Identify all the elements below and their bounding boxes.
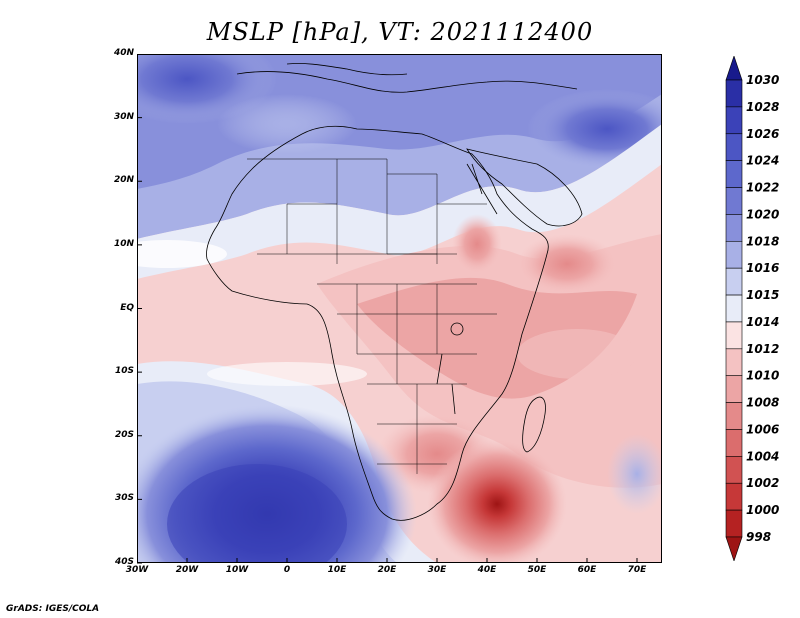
colorbar-segment [725, 509, 743, 538]
colorbar-segment [725, 402, 743, 430]
colorbar-label: 1024 [746, 154, 779, 168]
colorbar-segment [725, 133, 743, 161]
x-tick-label: 60E [577, 565, 597, 575]
colorbar-label: 1006 [746, 422, 779, 436]
y-tick-label: 10N [113, 238, 134, 249]
colorbar-label: 1015 [746, 288, 779, 302]
colorbar-label: 998 [746, 530, 771, 544]
pressure-field [137, 54, 662, 563]
colorbar-segment [725, 240, 743, 269]
colorbar-label: 1020 [746, 207, 779, 221]
mslp-map [137, 54, 662, 564]
colorbar-label: 1022 [746, 181, 779, 195]
x-tick-label: 10W [225, 565, 249, 575]
x-tick-label: 0 [283, 565, 291, 575]
colorbar-segment [725, 456, 743, 484]
y-tick-label: 40N [113, 48, 134, 58]
colorbar-segment [725, 79, 743, 108]
colorbar-label: 1010 [746, 369, 779, 383]
colorbar-label: 1018 [746, 234, 779, 248]
colorbar-segment [725, 429, 743, 457]
y-axis [137, 54, 142, 564]
colorbar-segment [725, 321, 743, 350]
x-tick-label: 40E [477, 565, 497, 575]
colorbar-segment [725, 294, 743, 323]
x-tick-label: 20E [377, 565, 397, 575]
x-tick-label: 20W [175, 565, 199, 575]
chart-title: MSLP [hPa], VT: 2021112400 [206, 18, 594, 46]
colorbar-segment [725, 482, 743, 511]
y-tick-label: 30N [113, 111, 134, 122]
colorbar-label: 1014 [746, 315, 779, 329]
x-tick-label: 70E [627, 565, 647, 575]
x-tick-label: 30E [427, 565, 447, 575]
colorbar-label: 1028 [746, 100, 779, 114]
colorbar-label: 1000 [746, 503, 779, 517]
colorbar-label: 1002 [746, 476, 779, 490]
colorbar-label: 1012 [746, 342, 779, 356]
x-tick-label: 30W [125, 565, 149, 575]
y-tick-label: 20N [113, 175, 134, 186]
colorbar-segment [725, 160, 743, 188]
colorbar-segment [725, 375, 743, 403]
coastlines [206, 63, 583, 521]
grads-credit: GrADS: IGES/COLA [6, 604, 100, 614]
colorbar-label: 1016 [746, 261, 779, 275]
colorbar-segment [725, 348, 743, 377]
country-borders [247, 158, 497, 474]
colorbar-segment [725, 267, 743, 296]
x-tick-label: 50E [527, 565, 547, 575]
y-tick-label: 20S [114, 429, 134, 440]
x-tick-label: 10E [327, 565, 347, 575]
x-axis [137, 558, 638, 563]
y-tick-label: 40S [114, 557, 134, 567]
colorbar-label: 1030 [746, 73, 779, 87]
colorbar-label: 1008 [746, 396, 779, 410]
y-tick-label: 30S [114, 493, 134, 504]
colorbar-segment [725, 106, 743, 135]
colorbar-segment [725, 536, 743, 561]
colorbar-segment [725, 56, 743, 81]
colorbar-label: 1004 [746, 449, 779, 463]
colorbar: 1030 1028 1026 1024 1022 1020 1018 1016 1015 1014… [725, 56, 779, 561]
colorbar-label: 1026 [746, 127, 779, 141]
colorbar-segment [725, 214, 743, 242]
y-tick-label: 10S [114, 366, 134, 377]
y-tick-label: EQ [120, 302, 134, 313]
colorbar-segment [725, 187, 743, 215]
